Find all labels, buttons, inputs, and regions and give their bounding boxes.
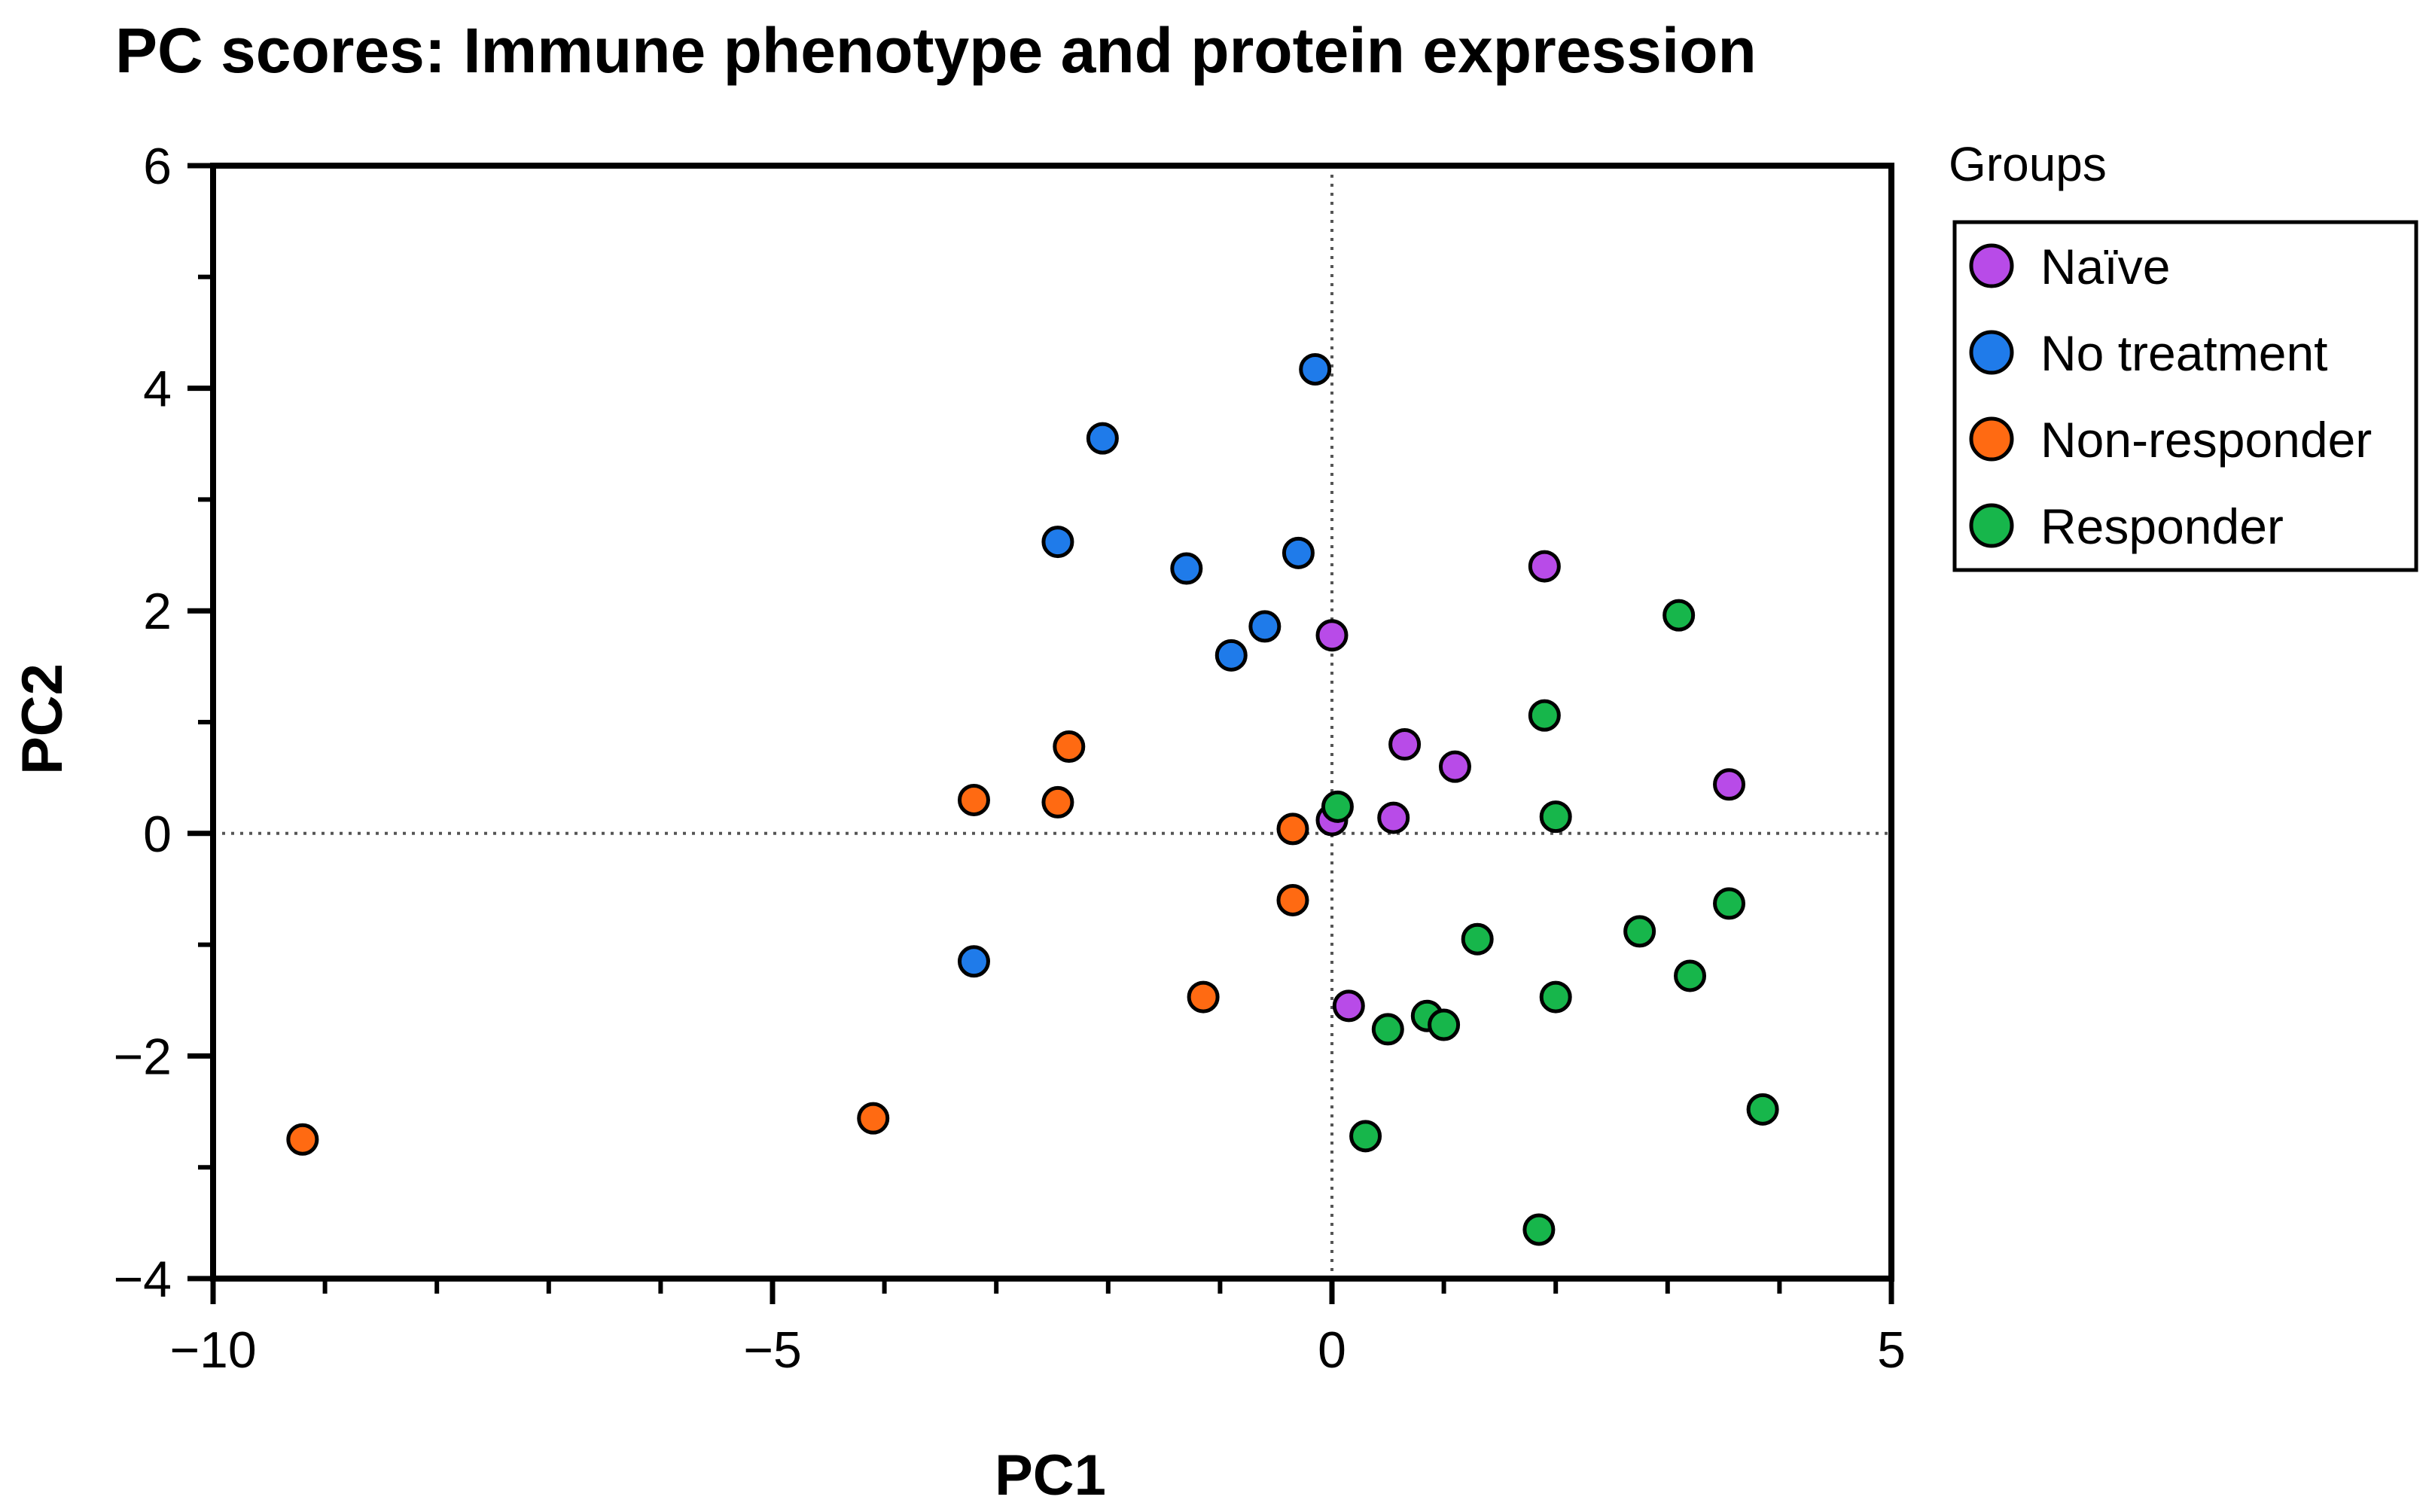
x-tick-label: 5 bbox=[1877, 1321, 1906, 1379]
data-point-responder bbox=[1371, 1013, 1404, 1046]
data-point-naive bbox=[1438, 750, 1471, 783]
legend-marker-naive bbox=[1969, 243, 2014, 288]
data-point-naive bbox=[1388, 728, 1422, 761]
y-tick-label: 0 bbox=[143, 806, 172, 863]
data-point-responder bbox=[1662, 599, 1696, 632]
data-point-naive bbox=[1377, 801, 1410, 834]
data-point-non-responder bbox=[1041, 785, 1074, 818]
data-point-no-treatment bbox=[1086, 422, 1119, 455]
data-point-no-treatment bbox=[957, 945, 990, 978]
y-axis-label: PC2 bbox=[11, 663, 75, 775]
legend-marker-non-responder bbox=[1969, 416, 2014, 462]
data-point-no-treatment bbox=[1041, 526, 1074, 559]
legend-label-no-treatment: No treatment bbox=[2040, 325, 2328, 381]
y-tick-label: −4 bbox=[113, 1251, 172, 1308]
data-point-responder bbox=[1461, 922, 1494, 956]
chart-title: PC scores: Immune phenotype and protein … bbox=[115, 15, 1757, 86]
plot-frame bbox=[210, 163, 1894, 1282]
y-tick-label: 6 bbox=[143, 138, 172, 195]
data-point-responder bbox=[1746, 1093, 1779, 1126]
legend-label-responder: Responder bbox=[2040, 498, 2284, 554]
data-point-non-responder bbox=[1053, 730, 1086, 764]
data-point-responder bbox=[1349, 1120, 1382, 1153]
legend: Groups Naïve No treatment Non-responder Resp… bbox=[1949, 137, 2418, 572]
data-point-naive bbox=[1528, 550, 1561, 583]
data-point-responder bbox=[1539, 800, 1572, 834]
data-point-responder bbox=[1528, 699, 1561, 732]
data-point-no-treatment bbox=[1170, 552, 1203, 585]
y-tick-label: 4 bbox=[143, 361, 172, 418]
data-point-responder bbox=[1713, 887, 1746, 920]
x-axis-label: PC1 bbox=[995, 1443, 1106, 1507]
y-tick-label: −2 bbox=[113, 1028, 172, 1085]
data-point-no-treatment bbox=[1214, 639, 1248, 672]
legend-box bbox=[1952, 220, 2418, 572]
data-point-no-treatment bbox=[1299, 352, 1332, 386]
data-point-non-responder bbox=[1276, 883, 1309, 916]
data-point-non-responder bbox=[1276, 812, 1309, 846]
y-tick-label: 2 bbox=[143, 583, 172, 640]
x-tick-label: −5 bbox=[743, 1321, 802, 1379]
data-point-responder bbox=[1674, 959, 1707, 992]
data-point-responder bbox=[1428, 1008, 1461, 1041]
data-point-responder bbox=[1321, 790, 1354, 823]
legend-label-non-responder: Non-responder bbox=[2040, 412, 2372, 468]
legend-title: Groups bbox=[1949, 137, 2107, 191]
data-point-naive bbox=[1332, 989, 1365, 1023]
data-point-responder bbox=[1623, 915, 1656, 948]
legend-marker-no-treatment bbox=[1969, 330, 2014, 375]
data-point-non-responder bbox=[857, 1102, 890, 1135]
x-tick-label: 0 bbox=[1318, 1321, 1346, 1379]
legend-marker-responder bbox=[1969, 503, 2014, 548]
data-point-naive bbox=[1315, 619, 1349, 652]
x-tick-label: −10 bbox=[169, 1321, 256, 1379]
data-point-non-responder bbox=[286, 1123, 319, 1156]
data-point-naive bbox=[1713, 768, 1746, 801]
plot-area: −10 −5 0 5 −4 −2 0 2 4 6 bbox=[113, 138, 1905, 1379]
data-point-responder bbox=[1522, 1213, 1556, 1246]
data-point-non-responder bbox=[957, 783, 990, 816]
data-point-no-treatment bbox=[1282, 536, 1315, 569]
data-point-non-responder bbox=[1187, 980, 1220, 1014]
data-point-responder bbox=[1539, 980, 1572, 1014]
legend-label-naive: Naïve bbox=[2040, 239, 2170, 294]
data-point-no-treatment bbox=[1248, 610, 1282, 643]
